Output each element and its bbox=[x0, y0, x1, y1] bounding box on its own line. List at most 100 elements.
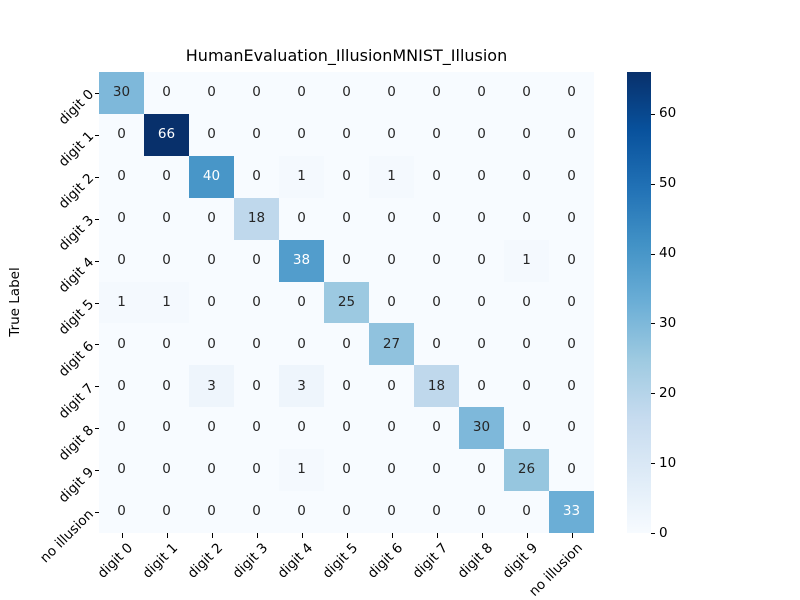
heatmap-cell-r8-c6: 0 bbox=[369, 407, 414, 450]
heatmap-cell-r8-c10: 0 bbox=[549, 407, 594, 450]
heatmap-cell-r5-c4: 0 bbox=[279, 281, 324, 324]
heatmap-cell-r3-c10: 0 bbox=[549, 197, 594, 240]
heatmap-cell-r1-c2: 0 bbox=[189, 113, 234, 156]
heatmap-cell-r3-c0: 0 bbox=[99, 197, 144, 240]
heatmap-cell-r0-c0: 30 bbox=[99, 72, 144, 114]
colorbar-tick-mark bbox=[651, 533, 655, 534]
y-tick-mark bbox=[94, 218, 99, 220]
heatmap-cell-r8-c9: 0 bbox=[504, 407, 549, 450]
y-tick-label-1: digit 1 bbox=[55, 128, 98, 171]
x-tick-mark bbox=[526, 533, 528, 538]
heatmap-cell-r3-c9: 0 bbox=[504, 197, 549, 240]
heatmap-cell-r5-c7: 0 bbox=[414, 281, 459, 324]
heatmap-cell-r1-c9: 0 bbox=[504, 113, 549, 156]
heatmap-cell-r10-c2: 0 bbox=[189, 491, 234, 533]
heatmap-cell-r6-c5: 0 bbox=[324, 323, 369, 366]
heatmap-cell-r2-c6: 1 bbox=[369, 155, 414, 198]
heatmap-cell-r5-c5: 25 bbox=[324, 281, 369, 324]
x-tick-label-6: digit 6 bbox=[364, 540, 406, 582]
y-tick-label-0: digit 0 bbox=[55, 86, 98, 129]
colorbar-tick-label-50: 50 bbox=[659, 175, 677, 192]
y-tick-label-9: digit 9 bbox=[55, 464, 98, 506]
colorbar-tick-label-30: 30 bbox=[659, 314, 677, 331]
heatmap-cell-r4-c9: 1 bbox=[504, 239, 549, 282]
colorbar-tick-label-0: 0 bbox=[659, 524, 668, 541]
heatmap-cell-r9-c7: 0 bbox=[414, 449, 459, 492]
heatmap-cell-r5-c8: 0 bbox=[459, 281, 504, 324]
heatmap-cell-r5-c1: 1 bbox=[144, 281, 189, 324]
heatmap-cell-r7-c3: 0 bbox=[234, 365, 279, 408]
colorbar-tick-label-10: 10 bbox=[659, 454, 677, 471]
heatmap-cell-r10-c0: 0 bbox=[99, 491, 144, 533]
heatmap-cell-r9-c0: 0 bbox=[99, 449, 144, 492]
y-tick-label-3: digit 3 bbox=[55, 212, 98, 255]
colorbar-tick-label-40: 40 bbox=[659, 245, 677, 262]
heatmap-cell-r0-c3: 0 bbox=[234, 72, 279, 114]
heatmap-cell-r2-c7: 0 bbox=[414, 155, 459, 198]
heatmap-cell-r9-c1: 0 bbox=[144, 449, 189, 492]
heatmap-cell-r6-c7: 0 bbox=[414, 323, 459, 366]
heatmap-cell-r4-c3: 0 bbox=[234, 239, 279, 282]
colorbar-tick-mark bbox=[651, 183, 655, 185]
y-tick-mark bbox=[94, 302, 99, 304]
heatmap-cell-r7-c7: 18 bbox=[414, 365, 459, 408]
y-tick-mark bbox=[94, 260, 99, 262]
heatmap-cell-r0-c5: 0 bbox=[324, 72, 369, 114]
x-tick-mark bbox=[121, 533, 123, 538]
heatmap-cell-r3-c6: 0 bbox=[369, 197, 414, 240]
colorbar-tick-mark bbox=[651, 463, 655, 465]
heatmap-cell-r10-c6: 0 bbox=[369, 491, 414, 533]
heatmap-cell-r0-c9: 0 bbox=[504, 72, 549, 114]
heatmap-cell-r6-c4: 0 bbox=[279, 323, 324, 366]
heatmap-cell-r5-c2: 0 bbox=[189, 281, 234, 324]
heatmap-cell-r8-c1: 0 bbox=[144, 407, 189, 450]
heatmap-cell-r2-c0: 0 bbox=[99, 155, 144, 198]
heatmap-cell-r4-c2: 0 bbox=[189, 239, 234, 282]
x-tick-label-2: digit 2 bbox=[184, 540, 226, 582]
heatmap-cell-r7-c6: 0 bbox=[369, 365, 414, 408]
heatmap-cell-r9-c8: 0 bbox=[459, 449, 504, 492]
heatmap-cell-r4-c7: 0 bbox=[414, 239, 459, 282]
heatmap-cell-r10-c8: 0 bbox=[459, 491, 504, 533]
heatmap-cell-r6-c0: 0 bbox=[99, 323, 144, 366]
heatmap-cell-r5-c10: 0 bbox=[549, 281, 594, 324]
colorbar-tick-label-60: 60 bbox=[659, 105, 677, 122]
y-tick-label-10: no illusion bbox=[37, 506, 98, 566]
heatmap-cell-r2-c3: 0 bbox=[234, 155, 279, 198]
heatmap-cell-r0-c2: 0 bbox=[189, 72, 234, 114]
colorbar-tick-mark bbox=[651, 393, 655, 395]
heatmap-cell-r9-c5: 0 bbox=[324, 449, 369, 492]
heatmap-cell-r9-c3: 0 bbox=[234, 449, 279, 492]
heatmap-cell-r1-c3: 0 bbox=[234, 113, 279, 156]
y-tick-label-7: digit 7 bbox=[55, 380, 98, 422]
x-tick-mark bbox=[256, 533, 258, 538]
heatmap-cell-r4-c8: 0 bbox=[459, 239, 504, 282]
heatmap-cell-r3-c4: 0 bbox=[279, 197, 324, 240]
x-tick-label-7: digit 7 bbox=[409, 540, 451, 582]
heatmap-cell-r8-c3: 0 bbox=[234, 407, 279, 450]
x-tick-label-0: digit 0 bbox=[94, 540, 136, 582]
heatmap-cell-r9-c4: 1 bbox=[279, 449, 324, 492]
heatmap-cell-r9-c10: 0 bbox=[549, 449, 594, 492]
x-tick-label-1: digit 1 bbox=[139, 540, 181, 582]
x-tick-mark bbox=[436, 533, 438, 538]
heatmap-cell-r2-c8: 0 bbox=[459, 155, 504, 198]
x-tick-mark bbox=[391, 533, 393, 538]
heatmap-grid: 30 0 0 0 0 0 0 0 0 0 0 0 66 0 0 0 0 0 0 0 0 0 0 0 40 0 1 0 1 0 0 0 0 0 0 0 1… bbox=[99, 72, 594, 533]
y-tick-mark bbox=[94, 134, 99, 136]
x-tick-label-4: digit 4 bbox=[274, 540, 316, 582]
heatmap-cell-r3-c3: 18 bbox=[234, 197, 279, 240]
heatmap-cell-r0-c1: 0 bbox=[144, 72, 189, 114]
y-tick-mark bbox=[94, 470, 99, 472]
heatmap-cell-r1-c4: 0 bbox=[279, 113, 324, 156]
heatmap-cell-r10-c7: 0 bbox=[414, 491, 459, 533]
y-tick-mark bbox=[94, 92, 99, 94]
x-tick-mark bbox=[211, 533, 213, 538]
heatmap-cell-r7-c10: 0 bbox=[549, 365, 594, 408]
heatmap-cell-r8-c8: 30 bbox=[459, 407, 504, 450]
heatmap-cell-r1-c5: 0 bbox=[324, 113, 369, 156]
heatmap-cell-r10-c4: 0 bbox=[279, 491, 324, 533]
y-tick-mark bbox=[94, 344, 99, 346]
heatmap-cell-r0-c7: 0 bbox=[414, 72, 459, 114]
heatmap-cell-r2-c4: 1 bbox=[279, 155, 324, 198]
